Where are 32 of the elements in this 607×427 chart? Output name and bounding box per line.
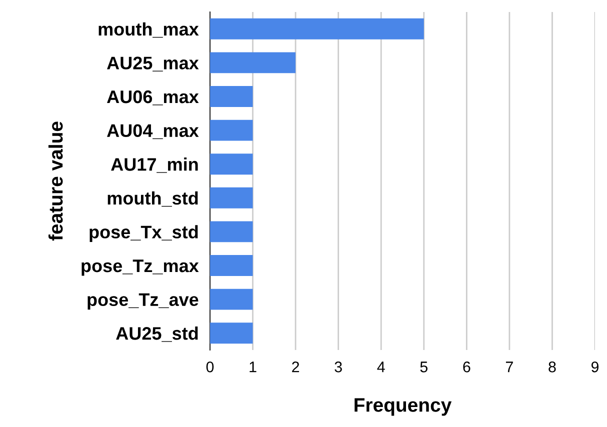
- bar: [210, 221, 253, 242]
- x-tick-label: 0: [206, 362, 214, 372]
- x-tick-label: 7: [506, 362, 513, 372]
- bar: [210, 322, 253, 344]
- bar: [210, 288, 253, 310]
- y-tick-label: AU25_max: [107, 56, 199, 72]
- x-tick-label: 8: [548, 362, 556, 372]
- bar: [210, 187, 253, 208]
- y-tick-label: AU04_max: [107, 124, 199, 140]
- y-axis-title: feature value: [48, 122, 63, 241]
- y-tick-label: pose_Tz_ave: [88, 293, 198, 310]
- y-tick-label: AU25_std: [116, 326, 198, 342]
- x-tick-label: 9: [591, 362, 599, 372]
- y-tick-label: AU06_max: [107, 90, 199, 106]
- bar: [210, 154, 253, 175]
- y-tick-label: pose_Tz_max: [82, 260, 199, 276]
- x-tick-label: 2: [292, 362, 300, 372]
- x-tick-label: 4: [377, 362, 385, 372]
- x-tick-label: 6: [463, 362, 470, 372]
- x-tick-label: 1: [250, 362, 256, 372]
- x-axis-title: Frequency: [354, 398, 452, 416]
- bar: [210, 120, 253, 141]
- bar: [210, 255, 253, 276]
- bar: [210, 18, 424, 40]
- bar: [210, 52, 296, 74]
- y-tick-label: pose_Tx_std: [90, 225, 198, 242]
- y-tick-label: mouth_max: [98, 22, 199, 38]
- y-tick-label: mouth_std: [108, 191, 198, 207]
- x-tick-label: 3: [334, 362, 342, 372]
- x-tick-label: 5: [420, 362, 428, 372]
- y-tick-label: AU17_min: [111, 158, 198, 173]
- bar: [210, 86, 253, 107]
